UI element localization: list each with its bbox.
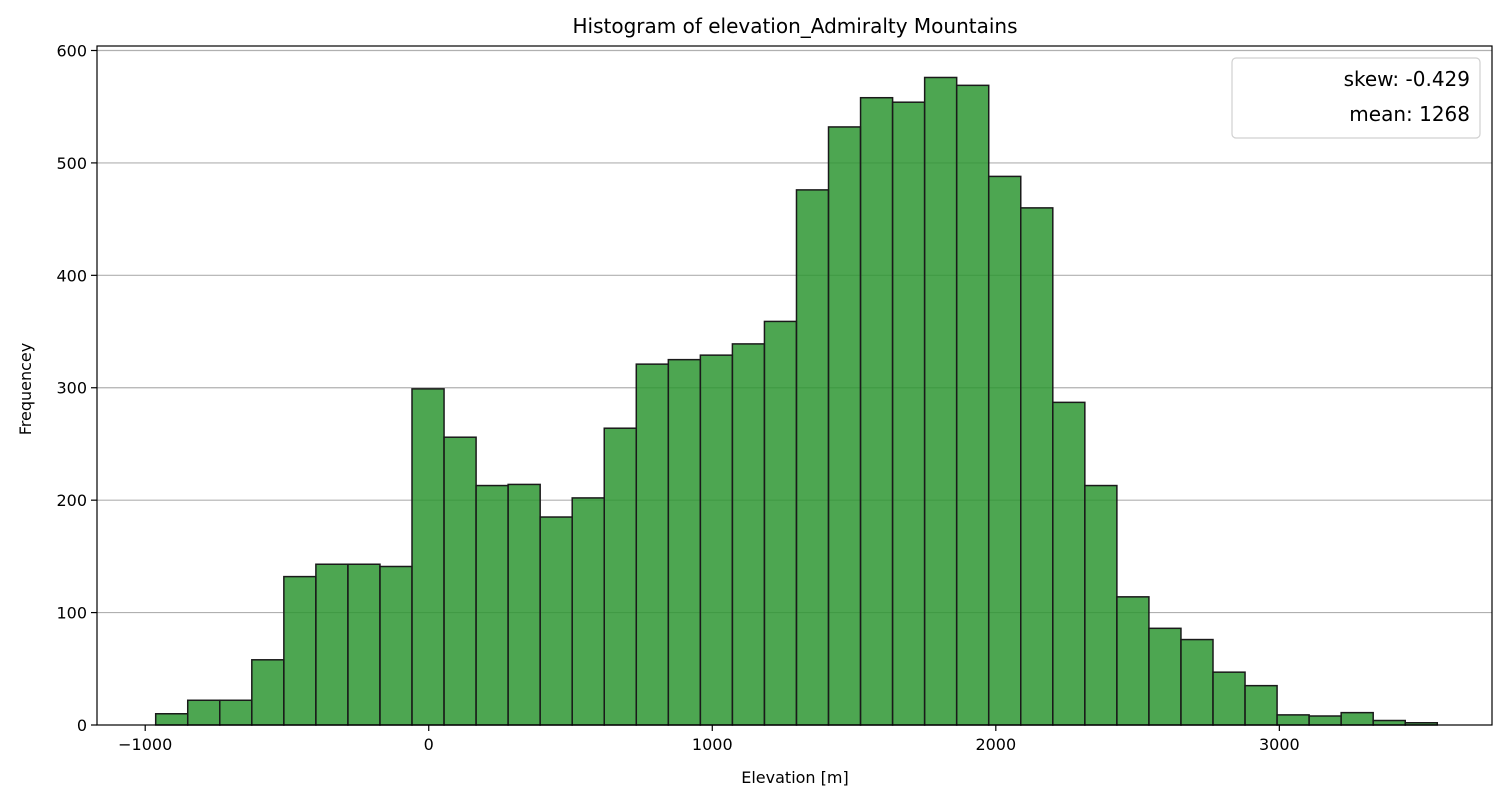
y-tick-label: 500: [56, 154, 87, 173]
histogram-bar: [1020, 207, 1054, 726]
histogram-bar: [955, 84, 990, 726]
histogram-bar: [667, 358, 702, 726]
histogram-bar: [923, 76, 958, 726]
histogram-bar: [1180, 638, 1214, 726]
x-tick-label: −1000: [118, 735, 172, 754]
histogram-bar: [1244, 684, 1278, 726]
histogram-bar: [539, 516, 573, 726]
x-tick-label: 3000: [1259, 735, 1300, 754]
histogram-bar: [731, 343, 766, 726]
histogram-bar: [571, 497, 605, 726]
legend-box: [1231, 57, 1481, 139]
histogram-bar: [347, 563, 381, 726]
histogram-bar: [603, 427, 638, 726]
x-tick-label: 1000: [692, 735, 733, 754]
x-tick-label: 2000: [975, 735, 1016, 754]
histogram-bar: [1212, 671, 1246, 726]
histogram-bar: [859, 96, 894, 726]
histogram-bar: [154, 713, 189, 726]
y-axis-label: Frequencey: [16, 343, 35, 436]
histogram-bar: [219, 699, 253, 726]
y-tick-label: 600: [56, 41, 87, 60]
histogram-bar: [1372, 719, 1406, 726]
x-axis-label: Elevation [m]: [741, 768, 848, 787]
histogram-bar: [443, 436, 477, 726]
histogram-bar: [475, 484, 509, 726]
histogram-bar: [1084, 484, 1118, 726]
histogram-bar: [1276, 714, 1310, 726]
histogram-bar: [1116, 596, 1150, 726]
histogram-bar: [699, 354, 734, 726]
histogram-bar: [251, 659, 285, 726]
histogram-bar: [1308, 715, 1342, 726]
plot-frame: [96, 45, 1493, 726]
y-tick-label: 0: [77, 716, 87, 735]
histogram-bar: [1052, 401, 1086, 726]
y-tick-label: 100: [56, 604, 87, 623]
histogram-bar: [283, 575, 317, 726]
histogram-bar: [379, 565, 413, 726]
histogram-bar: [1148, 627, 1182, 726]
x-tick-label: 0: [424, 735, 434, 754]
histogram-bar: [411, 388, 445, 726]
histogram-bar: [763, 320, 798, 726]
histogram-bar: [827, 126, 862, 726]
legend-entry: skew: -0.429: [1344, 67, 1470, 91]
histogram-bar: [891, 101, 926, 726]
chart-title: Histogram of elevation_Admiralty Mountai…: [572, 14, 1017, 38]
histogram-bar: [507, 483, 541, 726]
y-tick-label: 300: [56, 379, 87, 398]
histogram-bar: [635, 363, 670, 726]
histogram-bar: [315, 563, 349, 726]
histogram-bar: [186, 699, 221, 726]
legend: skew: -0.429 mean: 1268: [1231, 57, 1481, 139]
axes: [96, 45, 1493, 726]
histogram-bar: [1340, 711, 1374, 726]
histogram-bar: [795, 189, 830, 726]
y-tick-label: 200: [56, 491, 87, 510]
histogram-bars: [154, 76, 1439, 726]
y-tick-label: 400: [56, 266, 87, 285]
tick-labels: −1000 0 1000 2000 3000 0 100 200 300 400 500 600: [56, 41, 1299, 754]
legend-entry: mean: 1268: [1349, 102, 1470, 126]
histogram-bar: [987, 175, 1022, 726]
